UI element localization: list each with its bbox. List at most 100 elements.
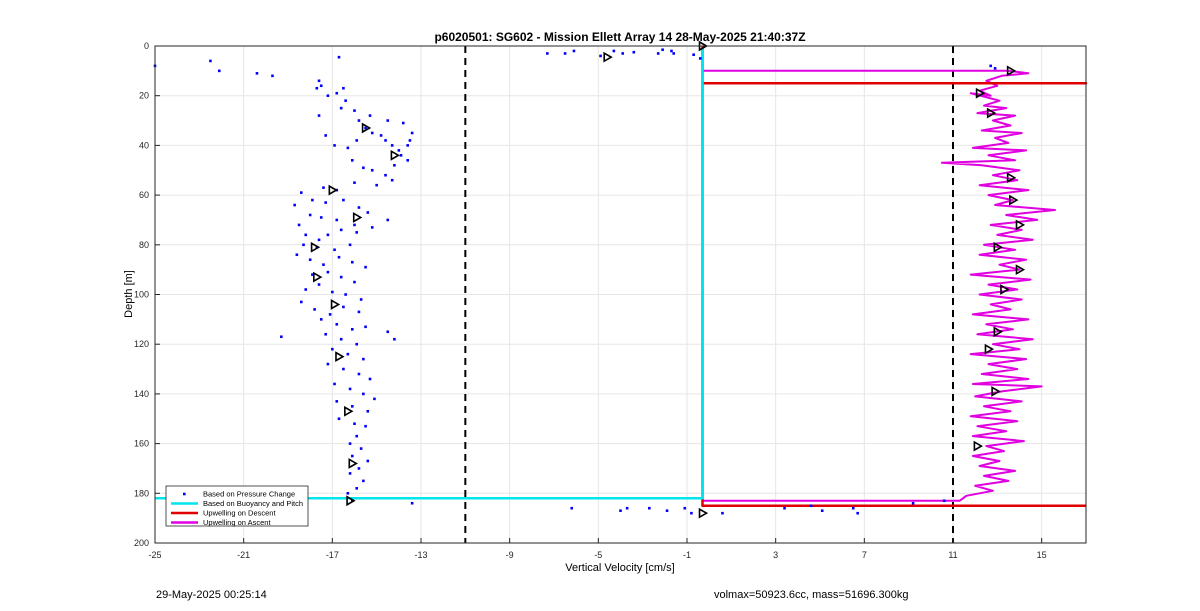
pressure-change-point <box>315 86 319 90</box>
pressure-change-point <box>366 211 370 214</box>
pressure-change-point <box>328 313 332 316</box>
pressure-change-point <box>319 84 323 88</box>
pressure-change-point <box>319 318 323 321</box>
pressure-change-point <box>373 397 376 401</box>
pressure-change-point <box>317 283 321 286</box>
pressure-change-point <box>357 310 361 314</box>
y-tick-label: 100 <box>134 290 149 300</box>
pressure-change-point <box>353 280 356 284</box>
y-tick-label: 80 <box>139 240 149 250</box>
pressure-change-point <box>304 288 308 291</box>
pressure-change-point <box>665 509 669 512</box>
pressure-change-point <box>348 442 352 445</box>
pressure-change-point <box>317 114 321 117</box>
segment-marker <box>1006 65 1017 77</box>
pressure-change-point <box>217 69 221 73</box>
pressure-change-point <box>357 372 361 376</box>
pressure-change-point <box>397 149 401 152</box>
pressure-change-point <box>317 79 321 83</box>
pressure-change-point <box>632 50 636 54</box>
y-tick-label: 160 <box>134 439 149 449</box>
pressure-change-point <box>348 472 352 475</box>
pressure-change-point <box>370 131 374 135</box>
x-tick-label: -9 <box>506 550 514 560</box>
pressure-change-point <box>324 201 327 204</box>
pressure-change-point <box>326 270 330 274</box>
pressure-change-point <box>335 218 339 222</box>
pressure-change-point <box>661 48 664 52</box>
pressure-change-point <box>300 191 303 194</box>
pressure-change-point <box>335 323 339 326</box>
segment-marker <box>310 241 321 253</box>
segment-marker <box>1006 172 1017 184</box>
pressure-change-point <box>364 325 367 329</box>
y-axis-label: Depth [m] <box>123 270 135 318</box>
x-tick-label: 7 <box>862 550 867 560</box>
pressure-change-point <box>339 337 343 341</box>
pressure-change-point <box>333 144 336 147</box>
x-tick-label: 3 <box>773 550 778 560</box>
pressure-change-point <box>339 106 343 110</box>
pressure-change-point <box>355 434 359 438</box>
segment-marker <box>991 386 1001 397</box>
pressure-change-point <box>390 144 394 147</box>
pressure-change-point <box>346 146 350 150</box>
pressure-change-point <box>364 126 367 130</box>
pressure-change-point <box>300 300 303 304</box>
segment-marker <box>698 507 709 519</box>
pressure-change-point <box>350 260 354 264</box>
pressure-change-point <box>324 332 327 336</box>
y-tick-label: 20 <box>139 91 149 101</box>
pressure-change-point <box>297 223 301 227</box>
pressure-change-point <box>353 109 356 112</box>
pressure-change-point <box>350 327 354 331</box>
pressure-change-point <box>406 144 409 147</box>
pressure-change-point <box>350 454 354 458</box>
segment-marker <box>361 122 372 134</box>
pressure-change-point <box>721 511 724 515</box>
pressure-change-point <box>783 506 786 510</box>
pressure-change-point <box>359 447 363 450</box>
pressure-change-point <box>355 342 359 346</box>
pressure-change-point <box>353 223 356 227</box>
segment-marker <box>986 107 997 119</box>
pressure-change-point <box>366 409 370 413</box>
pressure-change-point <box>384 173 387 177</box>
y-tick-label: 200 <box>134 538 149 548</box>
pressure-change-point <box>563 52 567 55</box>
pressure-change-point <box>683 506 687 510</box>
pressure-change-point <box>313 308 316 311</box>
pressure-change-point <box>401 121 405 125</box>
y-tick-label: 180 <box>134 488 149 498</box>
pressure-change-point <box>370 168 374 172</box>
pressure-change-point <box>315 245 319 249</box>
pressure-change-point <box>326 94 330 97</box>
pressure-change-point <box>621 52 625 55</box>
pressure-change-point <box>355 231 359 234</box>
pressure-change-point <box>337 55 341 59</box>
pressure-change-point <box>335 91 339 95</box>
pressure-change-point <box>342 367 345 371</box>
pressure-change-point <box>271 74 274 78</box>
pressure-change-point <box>342 305 345 309</box>
footer-timestamp: 29-May-2025 00:25:14 <box>156 589 267 601</box>
pressure-change-point <box>692 53 695 56</box>
pressure-change-point <box>809 504 813 508</box>
pressure-change-point <box>656 52 660 55</box>
pressure-change-point <box>408 139 412 142</box>
pressure-change-point <box>350 499 354 503</box>
pressure-change-point <box>599 54 602 58</box>
segment-marker <box>993 241 1003 253</box>
pressure-change-point <box>355 139 359 142</box>
y-tick-label: 0 <box>144 41 149 51</box>
x-tick-label: -13 <box>414 550 427 560</box>
pressure-change-point <box>384 139 387 142</box>
pressure-change-point <box>322 263 325 266</box>
segment-marker <box>993 326 1003 338</box>
pressure-change-point <box>851 506 855 510</box>
pressure-change-point <box>570 506 574 510</box>
segment-marker <box>335 351 345 363</box>
pressure-change-point <box>989 64 992 68</box>
pressure-change-point <box>326 233 330 237</box>
